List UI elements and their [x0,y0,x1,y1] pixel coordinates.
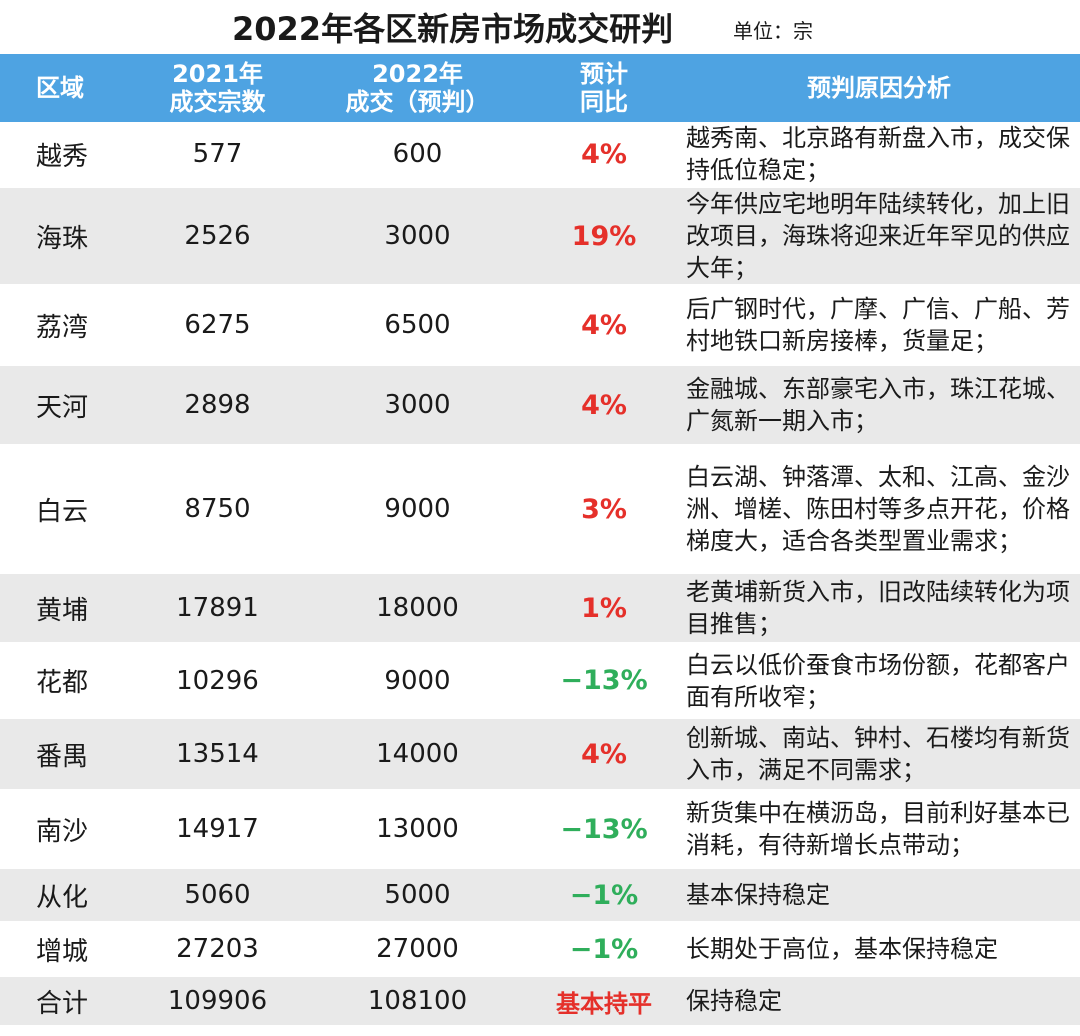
cell-reason: 创新城、南站、钟村、石楼均有新货入市，满足不同需求； [678,718,1080,791]
table-row: 番禺 13514 14000 4% 创新城、南站、钟村、石楼均有新货入市，满足不… [0,718,1080,791]
header-region: 区域 [0,54,130,122]
header-reason: 预判原因分析 [678,54,1080,122]
cell-region: 增城 [0,922,130,977]
cell-deals-2022: 13000 [305,790,530,869]
cell-region: 黄埔 [0,573,130,644]
cell-reason: 基本保持稳定 [678,868,1080,923]
table-row: 增城 27203 27000 −1% 长期处于高位，基本保持稳定 [0,922,1080,977]
cell-reason: 金融城、东部豪宅入市，珠江花城、广氮新一期入市； [678,365,1080,446]
cell-yoy: 1% [530,573,678,644]
table-row-total: 合计 109906 108100 基本持平 保持稳定 [0,976,1080,1027]
cell-reason: 新货集中在横沥岛，目前利好基本已消耗，有待新增长点带动； [678,790,1080,869]
cell-region: 海珠 [0,187,130,286]
cell-yoy: 4% [530,718,678,791]
cell-region: 南沙 [0,790,130,869]
table-row: 花都 10296 9000 −13% 白云以低价蚕食市场份额，花都客户面有所收窄… [0,643,1080,719]
cell-yoy: −13% [530,643,678,719]
cell-deals-2021: 10296 [130,643,305,719]
cell-deals-2022: 9000 [305,445,530,574]
cell-deals-2021: 2898 [130,365,305,446]
cell-region: 越秀 [0,122,130,188]
cell-region: 天河 [0,365,130,446]
cell-yoy: 4% [530,285,678,366]
cell-deals-2021: 2526 [130,187,305,286]
cell-deals-2021: 109906 [130,976,305,1027]
cell-deals-2022: 9000 [305,643,530,719]
cell-deals-2022: 5000 [305,868,530,923]
cell-yoy: 3% [530,445,678,574]
cell-yoy: −1% [530,868,678,923]
header-deals-2022: 2022年 成交（预判） [305,54,530,122]
cell-reason: 越秀南、北京路有新盘入市，成交保持低位稳定； [678,122,1080,188]
cell-deals-2021: 17891 [130,573,305,644]
cell-deals-2022: 108100 [305,976,530,1027]
cell-deals-2022: 600 [305,122,530,188]
forecast-table: 区域 2021年 成交宗数 2022年 成交（预判） 预计 同比 预判原因分析 越秀 … [0,54,1080,1027]
table-row: 天河 2898 3000 4% 金融城、东部豪宅入市，珠江花城、广氮新一期入市； [0,365,1080,446]
cell-deals-2022: 27000 [305,922,530,977]
cell-deals-2021: 27203 [130,922,305,977]
cell-yoy: 基本持平 [530,976,678,1027]
cell-region: 荔湾 [0,285,130,366]
table-row: 从化 5060 5000 −1% 基本保持稳定 [0,868,1080,923]
cell-yoy: −13% [530,790,678,869]
cell-yoy: −1% [530,922,678,977]
page-title: 2022年各区新房市场成交研判 [232,10,674,48]
unit-label: 单位：宗 [733,19,813,43]
cell-deals-2021: 8750 [130,445,305,574]
cell-reason: 长期处于高位，基本保持稳定 [678,922,1080,977]
table-row: 越秀 577 600 4% 越秀南、北京路有新盘入市，成交保持低位稳定； [0,122,1080,188]
cell-yoy: 4% [530,122,678,188]
cell-yoy: 19% [530,187,678,286]
table-row: 南沙 14917 13000 −13% 新货集中在横沥岛，目前利好基本已消耗，有… [0,790,1080,869]
cell-deals-2022: 6500 [305,285,530,366]
cell-deals-2021: 5060 [130,868,305,923]
cell-deals-2021: 13514 [130,718,305,791]
cell-region: 合计 [0,976,130,1027]
table-row: 白云 8750 9000 3% 白云湖、钟落潭、太和、江高、金沙洲、增槎、陈田村… [0,445,1080,574]
header-deals-2021: 2021年 成交宗数 [130,54,305,122]
cell-reason: 白云湖、钟落潭、太和、江高、金沙洲、增槎、陈田村等多点开花，价格梯度大，适合各类… [678,445,1080,574]
cell-region: 白云 [0,445,130,574]
cell-yoy: 4% [530,365,678,446]
table-row: 黄埔 17891 18000 1% 老黄埔新货入市，旧改陆续转化为项目推售； [0,573,1080,644]
table-row: 海珠 2526 3000 19% 今年供应宅地明年陆续转化，加上旧改项目，海珠将… [0,187,1080,286]
cell-deals-2021: 6275 [130,285,305,366]
cell-deals-2021: 577 [130,122,305,188]
cell-reason: 白云以低价蚕食市场份额，花都客户面有所收窄； [678,643,1080,719]
cell-region: 从化 [0,868,130,923]
cell-reason: 后广钢时代，广摩、广信、广船、芳村地铁口新房接棒，货量足； [678,285,1080,366]
cell-deals-2022: 3000 [305,365,530,446]
header-yoy: 预计 同比 [530,54,678,122]
cell-region: 花都 [0,643,130,719]
cell-reason: 老黄埔新货入市，旧改陆续转化为项目推售； [678,573,1080,644]
cell-deals-2022: 3000 [305,187,530,286]
table-header-row: 区域 2021年 成交宗数 2022年 成交（预判） 预计 同比 预判原因分析 [0,54,1080,122]
cell-deals-2022: 14000 [305,718,530,791]
cell-deals-2022: 18000 [305,573,530,644]
cell-reason: 今年供应宅地明年陆续转化，加上旧改项目，海珠将迎来近年罕见的供应大年； [678,187,1080,286]
cell-reason: 保持稳定 [678,976,1080,1027]
title-bar: 2022年各区新房市场成交研判 单位：宗 [0,0,1080,54]
cell-deals-2021: 14917 [130,790,305,869]
cell-region: 番禺 [0,718,130,791]
table-row: 荔湾 6275 6500 4% 后广钢时代，广摩、广信、广船、芳村地铁口新房接棒… [0,285,1080,366]
